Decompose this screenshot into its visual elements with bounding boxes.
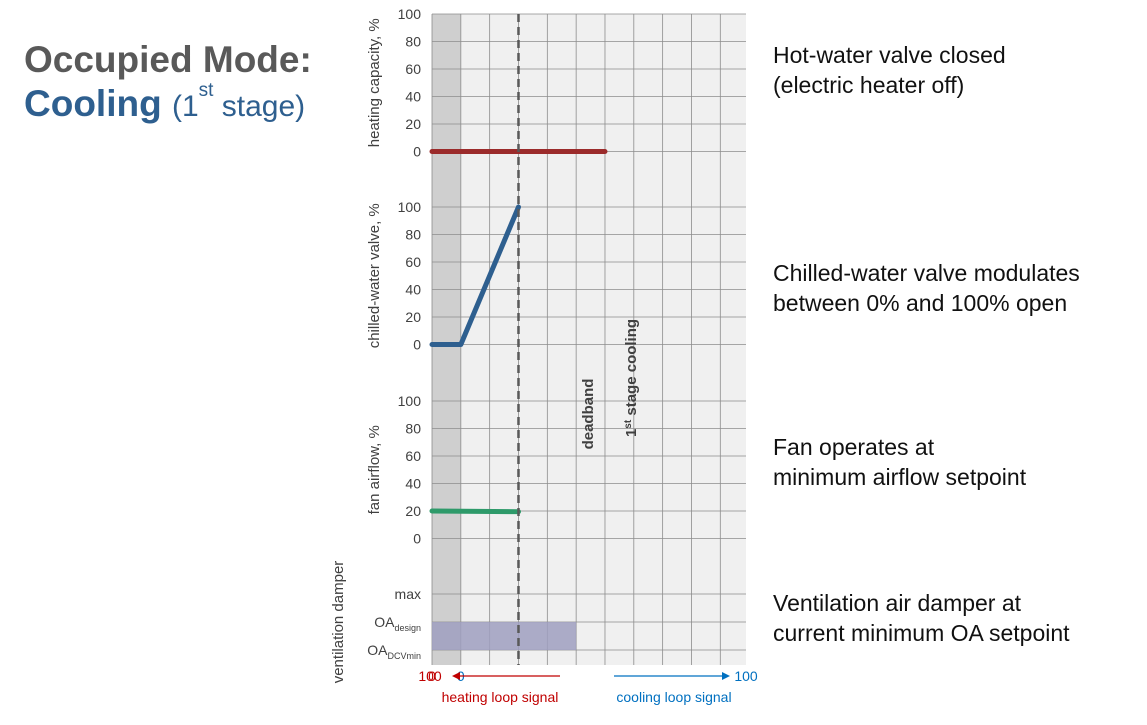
- y-axis-label-0: heating capacity, %: [366, 18, 383, 147]
- title-stage: (1st stage): [171, 80, 306, 124]
- y-tick-2-2: 60: [405, 448, 421, 464]
- heating-signal-arrowhead: [452, 672, 460, 680]
- cooling-signal-arrowhead: [722, 672, 730, 680]
- stage-cooling-label: 1st stage cooling: [623, 319, 640, 437]
- grid-background: [432, 14, 746, 665]
- description-heating: Hot-water valve closed (electric heater …: [773, 40, 1006, 100]
- title-line1: Occupied Mode:: [24, 39, 312, 80]
- description-damper-line2: current minimum OA setpoint: [773, 620, 1070, 646]
- description-fan-line1: Fan operates at: [773, 434, 935, 460]
- y-tick-0-5: 0: [413, 144, 421, 160]
- series-line-1-0: [429, 204, 521, 347]
- heating-signal-label: heating loop signal: [442, 689, 559, 705]
- y-tick-1-5: 0: [413, 337, 421, 353]
- description-fan-line2: minimum airflow setpoint: [773, 464, 1027, 490]
- description-heating-line2: (electric heater off): [773, 72, 965, 98]
- y-axis-label-2: fan airflow, %: [366, 425, 383, 514]
- y-tick-1-0: 100: [398, 199, 422, 215]
- y-tick-2-4: 20: [405, 503, 421, 519]
- damper-level-2: OADCVmin: [367, 642, 421, 661]
- description-damper-line1: Ventilation air damper at: [773, 590, 1022, 616]
- y-tick-1-2: 60: [405, 254, 421, 270]
- title-stage-sup: st: [198, 80, 214, 102]
- description-chilled-water-line1: Chilled-water valve modulates: [773, 260, 1080, 286]
- description-fan: Fan operates at minimum airflow setpoint: [773, 432, 1026, 492]
- page-title: Occupied Mode: Cooling (1st stage): [24, 38, 312, 127]
- y-axis-label-1: chilled-water valve, %: [366, 203, 383, 348]
- title-line2: Cooling (1st stage): [24, 80, 312, 126]
- y-tick-2-5: 0: [413, 531, 421, 547]
- y-tick-2-0: 100: [398, 393, 422, 409]
- title-stage-close: stage): [213, 90, 306, 124]
- y-tick-1-4: 20: [405, 309, 421, 325]
- y-tick-2-3: 40: [405, 476, 421, 492]
- heating-tick-100: 100: [418, 668, 442, 684]
- description-chilled-water: Chilled-water valve modulates between 0%…: [773, 258, 1080, 318]
- title-stage-open: (1: [171, 90, 199, 124]
- y-tick-0-1: 80: [405, 34, 421, 50]
- damper-band: [432, 622, 577, 650]
- y-tick-1-1: 80: [405, 227, 421, 243]
- description-chilled-water-line2: between 0% and 100% open: [773, 290, 1068, 316]
- y-tick-0-2: 60: [405, 61, 421, 77]
- y-tick-1-3: 40: [405, 282, 421, 298]
- y-tick-0-4: 20: [405, 116, 421, 132]
- heating-tick-0: 0: [428, 668, 436, 684]
- description-damper: Ventilation air damper at current minimu…: [773, 588, 1070, 648]
- y-tick-0-0: 100: [398, 6, 422, 22]
- series-line-2-0: [429, 508, 521, 515]
- y-tick-2-1: 80: [405, 421, 421, 437]
- cooling-tick-100: 100: [734, 668, 758, 684]
- damper-level-1: OAdesign: [374, 614, 421, 633]
- title-mode: Cooling: [24, 83, 162, 125]
- deadband-shading: [432, 14, 461, 665]
- damper-level-0: max: [395, 586, 421, 602]
- y-tick-0-3: 40: [405, 89, 421, 105]
- cooling-signal-label: cooling loop signal: [616, 689, 731, 705]
- description-heating-line1: Hot-water valve closed: [773, 42, 1006, 68]
- deadband-label: deadband: [580, 379, 597, 450]
- y-axis-label-damper: ventilation damper: [330, 561, 347, 684]
